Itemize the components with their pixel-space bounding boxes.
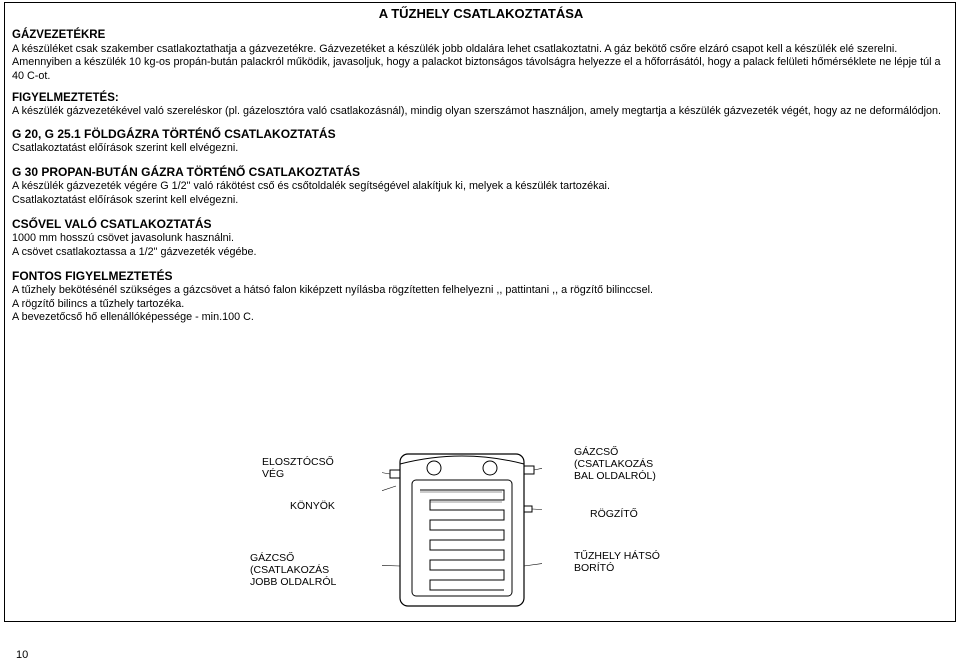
section-body: A készülék gázvezetékével való szerelésk… <box>12 105 950 118</box>
section-body: A csövet csatlakoztassa a 1/2" gázvezeté… <box>12 246 950 259</box>
page-number: 10 <box>16 649 28 661</box>
label-hatso: TŰZHELY HÁTSÓ BORÍTÓ <box>574 550 660 574</box>
section-foldgaz: G 20, G 25.1 FÖLDGÁZRA TÖRTÉNŐ CSATLAKOZ… <box>12 127 950 155</box>
label-konyok: KÖNYÖK <box>290 500 335 512</box>
section-body: Csatlakoztatást előírások szerint kell e… <box>12 194 950 207</box>
page-title: A TŰZHELY CSATLAKOZTATÁSA <box>12 6 950 22</box>
section-head: FIGYELMEZTETÉS: <box>12 91 950 105</box>
section-body: A tűzhely bekötésénél szükséges a gázcsö… <box>12 284 950 297</box>
section-body: 1000 mm hosszú csövet javasolunk használ… <box>12 232 950 245</box>
section-head: GÁZVEZETÉKRE <box>12 28 950 42</box>
section-body: Csatlakoztatást előírások szerint kell e… <box>12 142 950 155</box>
stove-diagram: ELOSZTÓCSŐ VÉG KÖNYÖK GÁZCSŐ (CSATLAKOZÁ… <box>12 446 950 616</box>
section-body: A rögzítő bilincs a tűzhely tartozéka. <box>12 298 950 311</box>
label-rogzito: RÖGZÍTŐ <box>590 508 638 520</box>
section-fontos: FONTOS FIGYELMEZTETÉS A tűzhely bekötésé… <box>12 269 950 324</box>
section-body: A készüléket csak szakember csatlakoztat… <box>12 43 950 83</box>
section-head: CSŐVEL VALÓ CSATLAKOZTATÁS <box>12 217 950 232</box>
section-head: FONTOS FIGYELMEZTETÉS <box>12 269 950 284</box>
section-body: A bevezetőcső hő ellenállóképessége - mi… <box>12 311 950 324</box>
section-propan: G 30 PROPAN-BUTÁN GÁZRA TÖRTÉNŐ CSATLAKO… <box>12 165 950 207</box>
label-elosztocso: ELOSZTÓCSŐ VÉG <box>262 456 334 480</box>
section-gazvezetekre: GÁZVEZETÉKRE A készüléket csak szakember… <box>12 28 950 83</box>
page-content: A TŰZHELY CSATLAKOZTATÁSA GÁZVEZETÉKRE A… <box>12 6 950 333</box>
section-figyelmeztetes: FIGYELMEZTETÉS: A készülék gázvezetékéve… <box>12 91 950 119</box>
section-csovel: CSŐVEL VALÓ CSATLAKOZTATÁS 1000 mm hossz… <box>12 217 950 259</box>
stove-icon <box>382 446 542 614</box>
section-head: G 30 PROPAN-BUTÁN GÁZRA TÖRTÉNŐ CSATLAKO… <box>12 165 950 180</box>
label-gazcso-bal: GÁZCSŐ (CSATLAKOZÁS BAL OLDALRÓL) <box>574 446 656 482</box>
section-head: G 20, G 25.1 FÖLDGÁZRA TÖRTÉNŐ CSATLAKOZ… <box>12 127 950 142</box>
section-body: A készülék gázvezeték végére G 1/2" való… <box>12 180 950 193</box>
label-gazcso-jobb: GÁZCSŐ (CSATLAKOZÁS JOBB OLDALRÓL <box>250 552 336 588</box>
